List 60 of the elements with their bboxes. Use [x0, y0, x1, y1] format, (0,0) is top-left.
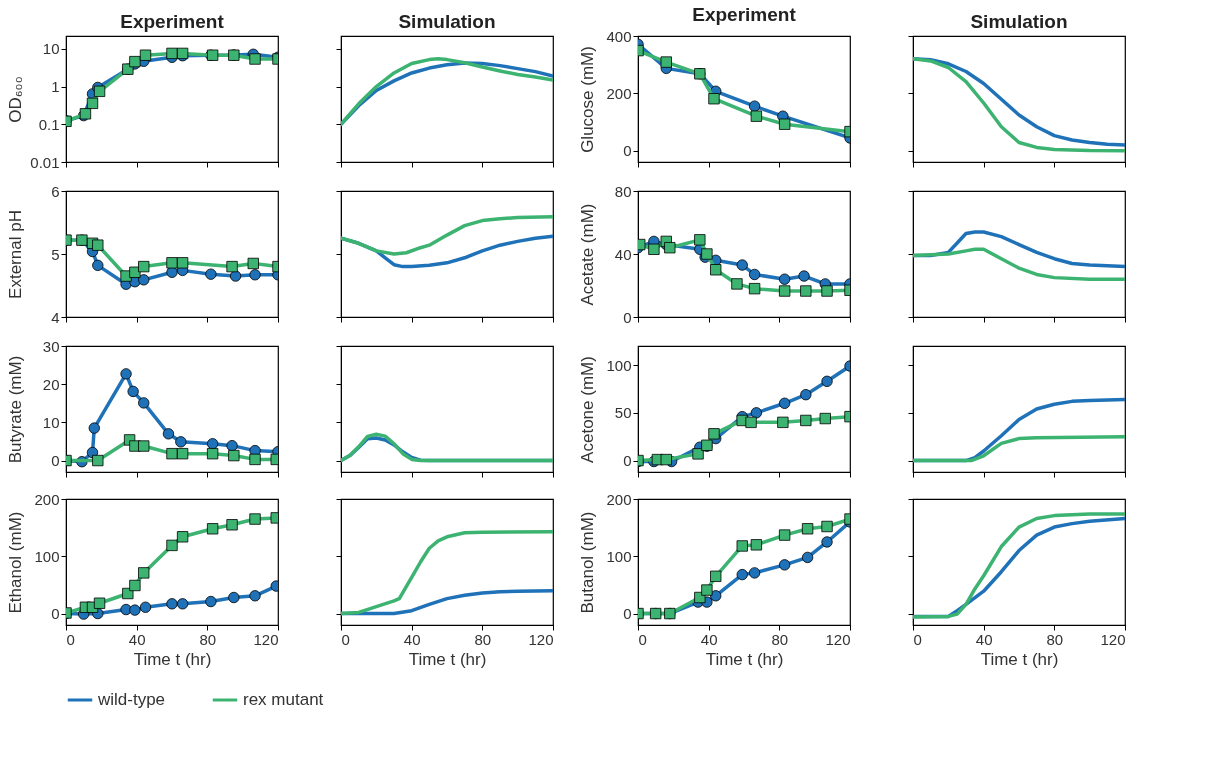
- chart-title: Simulation: [970, 10, 1068, 32]
- y-tick-label: 10: [42, 413, 60, 431]
- x-tick-label: 40: [403, 630, 421, 648]
- legend-label: rex mutant: [243, 690, 324, 709]
- y-tick-label: 200: [606, 490, 632, 508]
- y-tick-label: 20: [42, 375, 60, 393]
- y-tick-label: 0.1: [38, 115, 60, 133]
- y-tick-label: 0: [623, 142, 632, 160]
- x-tick-label: 120: [253, 630, 279, 648]
- x-axis-title: Time t (hr): [705, 649, 784, 669]
- x-axis-title: Time t (hr): [980, 649, 1059, 669]
- x-tick-label: 40: [975, 630, 993, 648]
- y-tick-label: 5: [51, 245, 60, 263]
- x-tick-label: 0: [913, 630, 922, 648]
- y-tick-label: 1: [51, 78, 60, 96]
- y-tick-label: 80: [614, 182, 632, 200]
- x-tick-label: 120: [825, 630, 851, 648]
- y-tick-label: 0: [623, 308, 632, 326]
- y-tick-label: 40: [614, 245, 632, 263]
- x-tick-label: 0: [341, 630, 350, 648]
- y-tick-label: 4: [51, 308, 60, 326]
- y-tick-label: 100: [606, 547, 632, 565]
- chart-title: Experiment: [692, 4, 797, 25]
- x-tick-label: 80: [474, 630, 492, 648]
- y-tick-label: 200: [34, 490, 60, 508]
- y-tick-label: 0: [623, 605, 632, 623]
- y-axis-title: Acetone (mM): [577, 356, 597, 463]
- x-tick-label: 0: [66, 630, 75, 648]
- x-axis-title: Time t (hr): [408, 649, 487, 669]
- x-tick-label: 80: [1046, 630, 1064, 648]
- y-axis-title: Ethanol (mM): [5, 511, 25, 614]
- x-tick-label: 120: [528, 630, 554, 648]
- y-tick-label: 0.01: [30, 153, 60, 171]
- x-tick-label: 80: [771, 630, 789, 648]
- y-tick-label: 0: [623, 452, 632, 470]
- legend-label: wild-type: [97, 690, 166, 709]
- y-tick-label: 30: [42, 337, 60, 355]
- y-axis-title: Glucose (mM): [577, 46, 597, 153]
- y-axis-title: Butyrate (mM): [5, 355, 25, 464]
- x-axis-title: Time t (hr): [133, 649, 212, 669]
- y-axis-title: OD₆₀₀: [5, 76, 25, 123]
- y-tick-label: 6: [51, 182, 60, 200]
- y-axis-title: External pH: [5, 210, 25, 299]
- y-tick-label: 200: [606, 84, 632, 102]
- y-tick-label: 100: [34, 547, 60, 565]
- x-tick-label: 120: [1100, 630, 1126, 648]
- x-tick-label: 0: [638, 630, 647, 648]
- x-tick-label: 80: [199, 630, 217, 648]
- y-tick-label: 10: [42, 40, 60, 58]
- x-tick-label: 40: [700, 630, 718, 648]
- chart-title: Experiment: [120, 11, 225, 32]
- x-tick-label: 40: [128, 630, 146, 648]
- y-tick-label: 100: [606, 356, 632, 374]
- y-tick-label: 400: [606, 27, 632, 45]
- y-axis-title: Butanol (mM): [577, 511, 597, 614]
- chart-title: Simulation: [398, 11, 496, 32]
- y-tick-label: 0: [51, 452, 60, 470]
- y-tick-label: 0: [51, 605, 60, 623]
- y-axis-title: Acetate (mM): [577, 203, 597, 306]
- y-tick-label: 50: [614, 404, 632, 422]
